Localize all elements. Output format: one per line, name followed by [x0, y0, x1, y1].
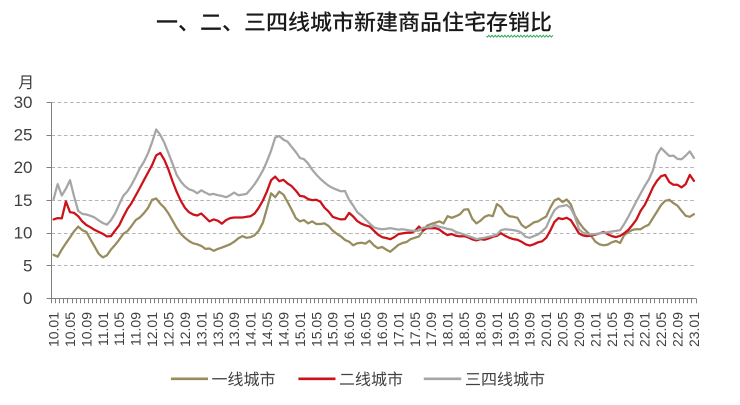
svg-text:12.09: 12.09: [177, 312, 193, 347]
svg-text:5: 5: [23, 256, 32, 275]
svg-text:10.01: 10.01: [46, 312, 62, 347]
svg-text:17.05: 17.05: [407, 312, 423, 347]
svg-text:15: 15: [14, 191, 33, 210]
svg-text:19.09: 19.09: [522, 312, 538, 347]
svg-text:10.05: 10.05: [62, 312, 78, 347]
svg-text:0: 0: [23, 289, 32, 308]
svg-text:18.09: 18.09: [473, 312, 489, 347]
svg-text:13.05: 13.05: [210, 312, 226, 347]
svg-text:17.01: 17.01: [390, 312, 406, 347]
svg-text:21.09: 21.09: [620, 312, 636, 347]
svg-text:19.01: 19.01: [489, 312, 505, 347]
svg-text:20.01: 20.01: [538, 312, 554, 347]
svg-text:20.09: 20.09: [571, 312, 587, 347]
svg-text:15.01: 15.01: [292, 312, 308, 347]
svg-text:10.09: 10.09: [78, 312, 94, 347]
svg-text:15.05: 15.05: [308, 312, 324, 347]
svg-text:25: 25: [14, 126, 33, 145]
svg-text:30: 30: [14, 93, 33, 112]
svg-text:13.01: 13.01: [193, 312, 209, 347]
svg-text:16.01: 16.01: [341, 312, 357, 347]
svg-text:14.01: 14.01: [243, 312, 259, 347]
svg-text:12.01: 12.01: [144, 312, 160, 347]
svg-text:16.05: 16.05: [358, 312, 374, 347]
svg-text:11.01: 11.01: [95, 312, 111, 346]
svg-text:11.05: 11.05: [111, 312, 127, 346]
svg-text:18.05: 18.05: [456, 312, 472, 347]
svg-text:23.01: 23.01: [686, 312, 702, 347]
svg-text:22.01: 22.01: [637, 312, 653, 347]
svg-text:15.09: 15.09: [325, 312, 341, 347]
svg-text:21.05: 21.05: [604, 312, 620, 347]
svg-text:18.01: 18.01: [440, 312, 456, 347]
svg-text:22.05: 22.05: [653, 312, 669, 347]
svg-text:16.09: 16.09: [374, 312, 390, 347]
svg-text:20: 20: [14, 158, 33, 177]
svg-text:12.05: 12.05: [161, 312, 177, 347]
svg-text:21.01: 21.01: [587, 312, 603, 347]
svg-text:14.05: 14.05: [259, 312, 275, 347]
svg-text:20.05: 20.05: [555, 312, 571, 347]
svg-text:14.09: 14.09: [275, 312, 291, 347]
svg-text:10: 10: [14, 224, 33, 243]
svg-text:13.09: 13.09: [226, 312, 242, 347]
svg-text:19.05: 19.05: [505, 312, 521, 347]
svg-text:22.09: 22.09: [670, 312, 686, 347]
svg-text:17.09: 17.09: [423, 312, 439, 347]
svg-text:11.09: 11.09: [128, 312, 144, 346]
